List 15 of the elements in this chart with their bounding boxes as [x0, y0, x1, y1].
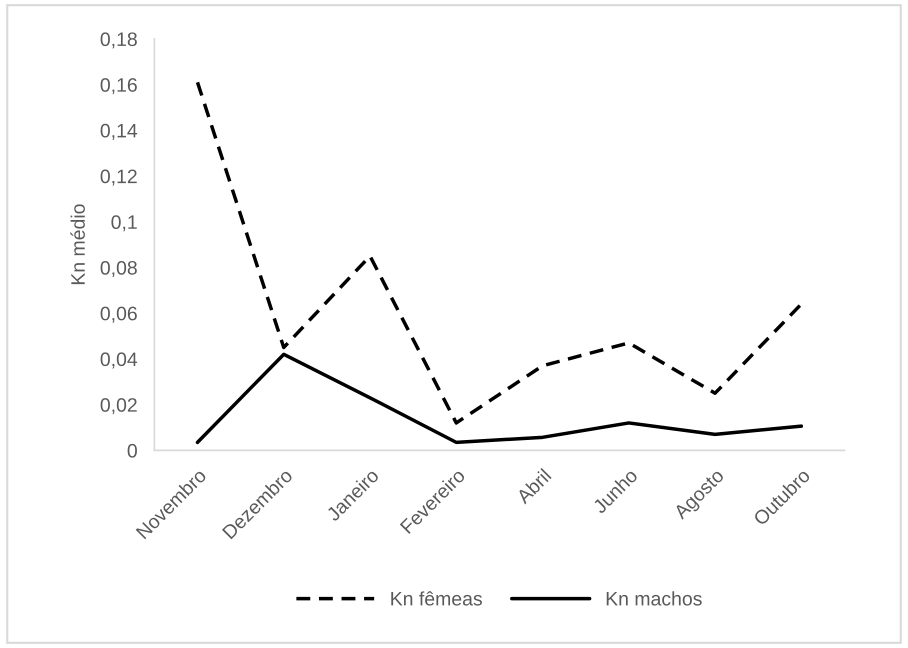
y-tick-label: 0,08: [100, 260, 137, 278]
y-tick-label: 0,12: [100, 170, 137, 186]
y-tick-label: 0,04: [100, 352, 138, 368]
y-tick-label: 0,16: [100, 78, 137, 94]
y-tick-label: 0,14: [100, 124, 138, 140]
y-tick-label: 0,18: [100, 32, 137, 48]
y-axis-title: Kn médio: [70, 204, 85, 284]
legend-label: Kn fêmeas: [391, 591, 482, 606]
line-series: [196, 352, 804, 444]
y-tick-label: 0: [128, 444, 137, 458]
y-tick-label: 0,06: [100, 306, 137, 323]
legend-label: Kn machos: [606, 591, 702, 606]
y-tick-label: 0,1: [111, 215, 137, 232]
y-tick-label: 0,02: [100, 398, 137, 414]
line-series: [196, 80, 804, 425]
